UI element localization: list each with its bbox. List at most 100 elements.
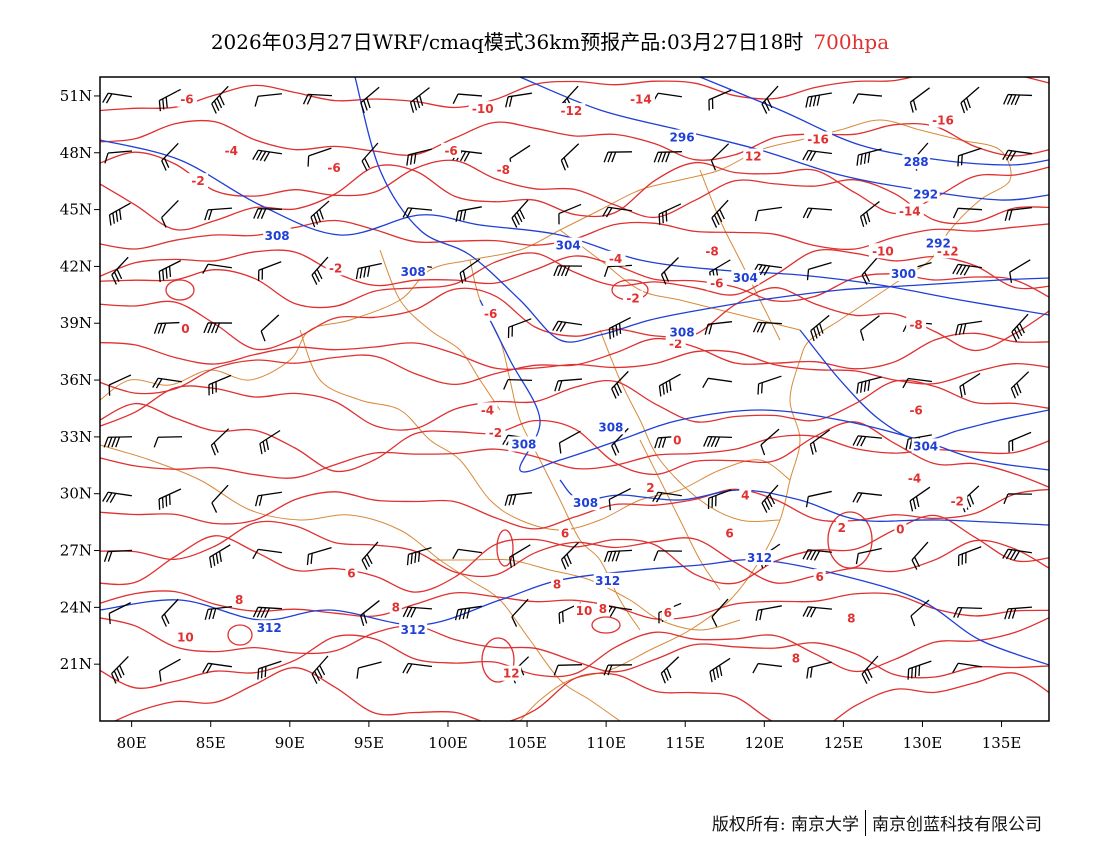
wind-barb-feather xyxy=(113,271,120,282)
wind-barb-staff xyxy=(1009,259,1031,273)
wind-barb-feather xyxy=(157,323,163,334)
wind-barb-feather xyxy=(410,553,413,565)
wind-barb-feather xyxy=(165,96,168,108)
wind-barb-feather xyxy=(909,500,914,512)
wind-barb xyxy=(704,321,732,335)
wind-barb-staff xyxy=(957,207,983,211)
wind-barb-feather xyxy=(516,211,523,223)
wind-barb-feather xyxy=(364,556,371,568)
wind-barb xyxy=(402,662,432,674)
wind-barb-feather xyxy=(213,100,220,111)
wind-barb-feather xyxy=(963,100,968,111)
wind-barb-feather xyxy=(665,382,669,393)
wind-barb-feather xyxy=(809,96,813,108)
wind-barb xyxy=(603,151,633,163)
wind-barb-feather xyxy=(859,216,865,227)
wind-barb-feather xyxy=(816,325,821,337)
wind-barb xyxy=(608,316,631,340)
boundary-line xyxy=(100,119,1012,721)
wind-barb-staff xyxy=(657,151,683,153)
wind-barb-feather xyxy=(162,98,165,110)
wind-barb-staff xyxy=(360,86,380,104)
wind-barb xyxy=(1004,606,1033,620)
wind-barb-feather xyxy=(754,210,759,222)
wind-barb-feather xyxy=(452,93,459,104)
wind-barb-staff xyxy=(311,655,329,675)
wind-barb-feather xyxy=(153,323,159,334)
lat-tick-label: 27N xyxy=(60,542,92,560)
height-label: 308 xyxy=(573,496,598,510)
temperature-label: -6 xyxy=(909,403,922,417)
wind-barb-feather xyxy=(158,498,161,510)
wind-barb-feather xyxy=(852,435,859,446)
wind-barb-feather xyxy=(202,662,209,673)
wind-barb xyxy=(909,87,930,113)
wind-barb-staff xyxy=(808,490,832,498)
temperature-label: 10 xyxy=(576,604,593,618)
wind-barb-feather xyxy=(558,442,562,454)
wind-barb-staff xyxy=(960,86,980,104)
wind-barb-staff xyxy=(158,377,182,383)
wind-barb-feather xyxy=(613,442,620,453)
wind-barb xyxy=(558,203,582,225)
wind-barb xyxy=(806,261,832,281)
wind-barb-staff xyxy=(508,92,532,98)
wind-barb-staff xyxy=(458,605,482,611)
wind-barb-feather xyxy=(702,377,709,388)
temperature-contour xyxy=(100,402,1049,488)
wind-barb-feather xyxy=(766,97,773,109)
wind-barb-feather xyxy=(755,610,759,621)
wind-barb-feather xyxy=(912,99,917,111)
wind-barb xyxy=(306,547,332,566)
wind-barb-feather xyxy=(414,552,417,564)
wind-barb xyxy=(409,87,430,113)
height-label-bg xyxy=(731,269,760,285)
wind-barb xyxy=(504,492,532,506)
wind-barb xyxy=(311,256,329,285)
wind-barb-feather xyxy=(161,160,167,171)
wind-barb xyxy=(406,148,432,166)
height-label: 312 xyxy=(257,621,282,635)
wind-barb xyxy=(852,492,882,503)
temperature-label: 6 xyxy=(725,526,733,540)
wind-barb-feather xyxy=(410,607,417,618)
wind-barb-staff xyxy=(408,546,432,556)
temperature-label: 8 xyxy=(599,602,607,616)
height-label: 288 xyxy=(904,155,929,169)
wind-barb-feather xyxy=(911,667,913,679)
wind-barb xyxy=(355,262,382,280)
wind-barb-feather xyxy=(359,615,365,626)
wind-barb-feather xyxy=(264,666,267,678)
wind-barb-feather xyxy=(108,613,111,625)
temperature-label: 8 xyxy=(792,651,800,665)
copyright-text: 版权所有: 南京大学 xyxy=(711,815,859,835)
wind-barb xyxy=(652,491,682,503)
wind-barb-feather xyxy=(663,670,669,681)
wind-barb xyxy=(709,657,731,683)
wind-barb-feather xyxy=(262,441,266,453)
wind-barb-feather xyxy=(559,322,567,333)
wind-barb-feather xyxy=(402,663,409,674)
height-label-bg xyxy=(911,438,940,454)
wind-barb xyxy=(558,430,581,454)
temperature-label: -6 xyxy=(180,93,193,107)
wind-barb-staff xyxy=(758,375,782,385)
wind-barb-feather xyxy=(760,444,766,456)
height-contour xyxy=(799,329,1049,441)
wind-barb-feather xyxy=(112,212,115,224)
china-boundary-lines xyxy=(100,119,1012,721)
wind-barb-staff xyxy=(458,149,482,155)
wind-barb-staff xyxy=(910,87,930,103)
wind-barb-staff xyxy=(210,428,230,446)
temperature-closed-contour xyxy=(481,637,515,683)
wind-barb-feather xyxy=(553,665,559,676)
wind-barb-staff xyxy=(807,207,833,211)
temperature-label: -6 xyxy=(327,161,340,175)
wind-barb xyxy=(302,93,333,105)
wind-barb-feather xyxy=(202,263,209,274)
wind-barb xyxy=(1003,93,1033,106)
wind-barb-feather xyxy=(413,152,417,164)
wind-barb-feather xyxy=(711,217,718,228)
wind-barb-feather xyxy=(1010,94,1017,105)
wind-barb-feather xyxy=(802,150,809,161)
